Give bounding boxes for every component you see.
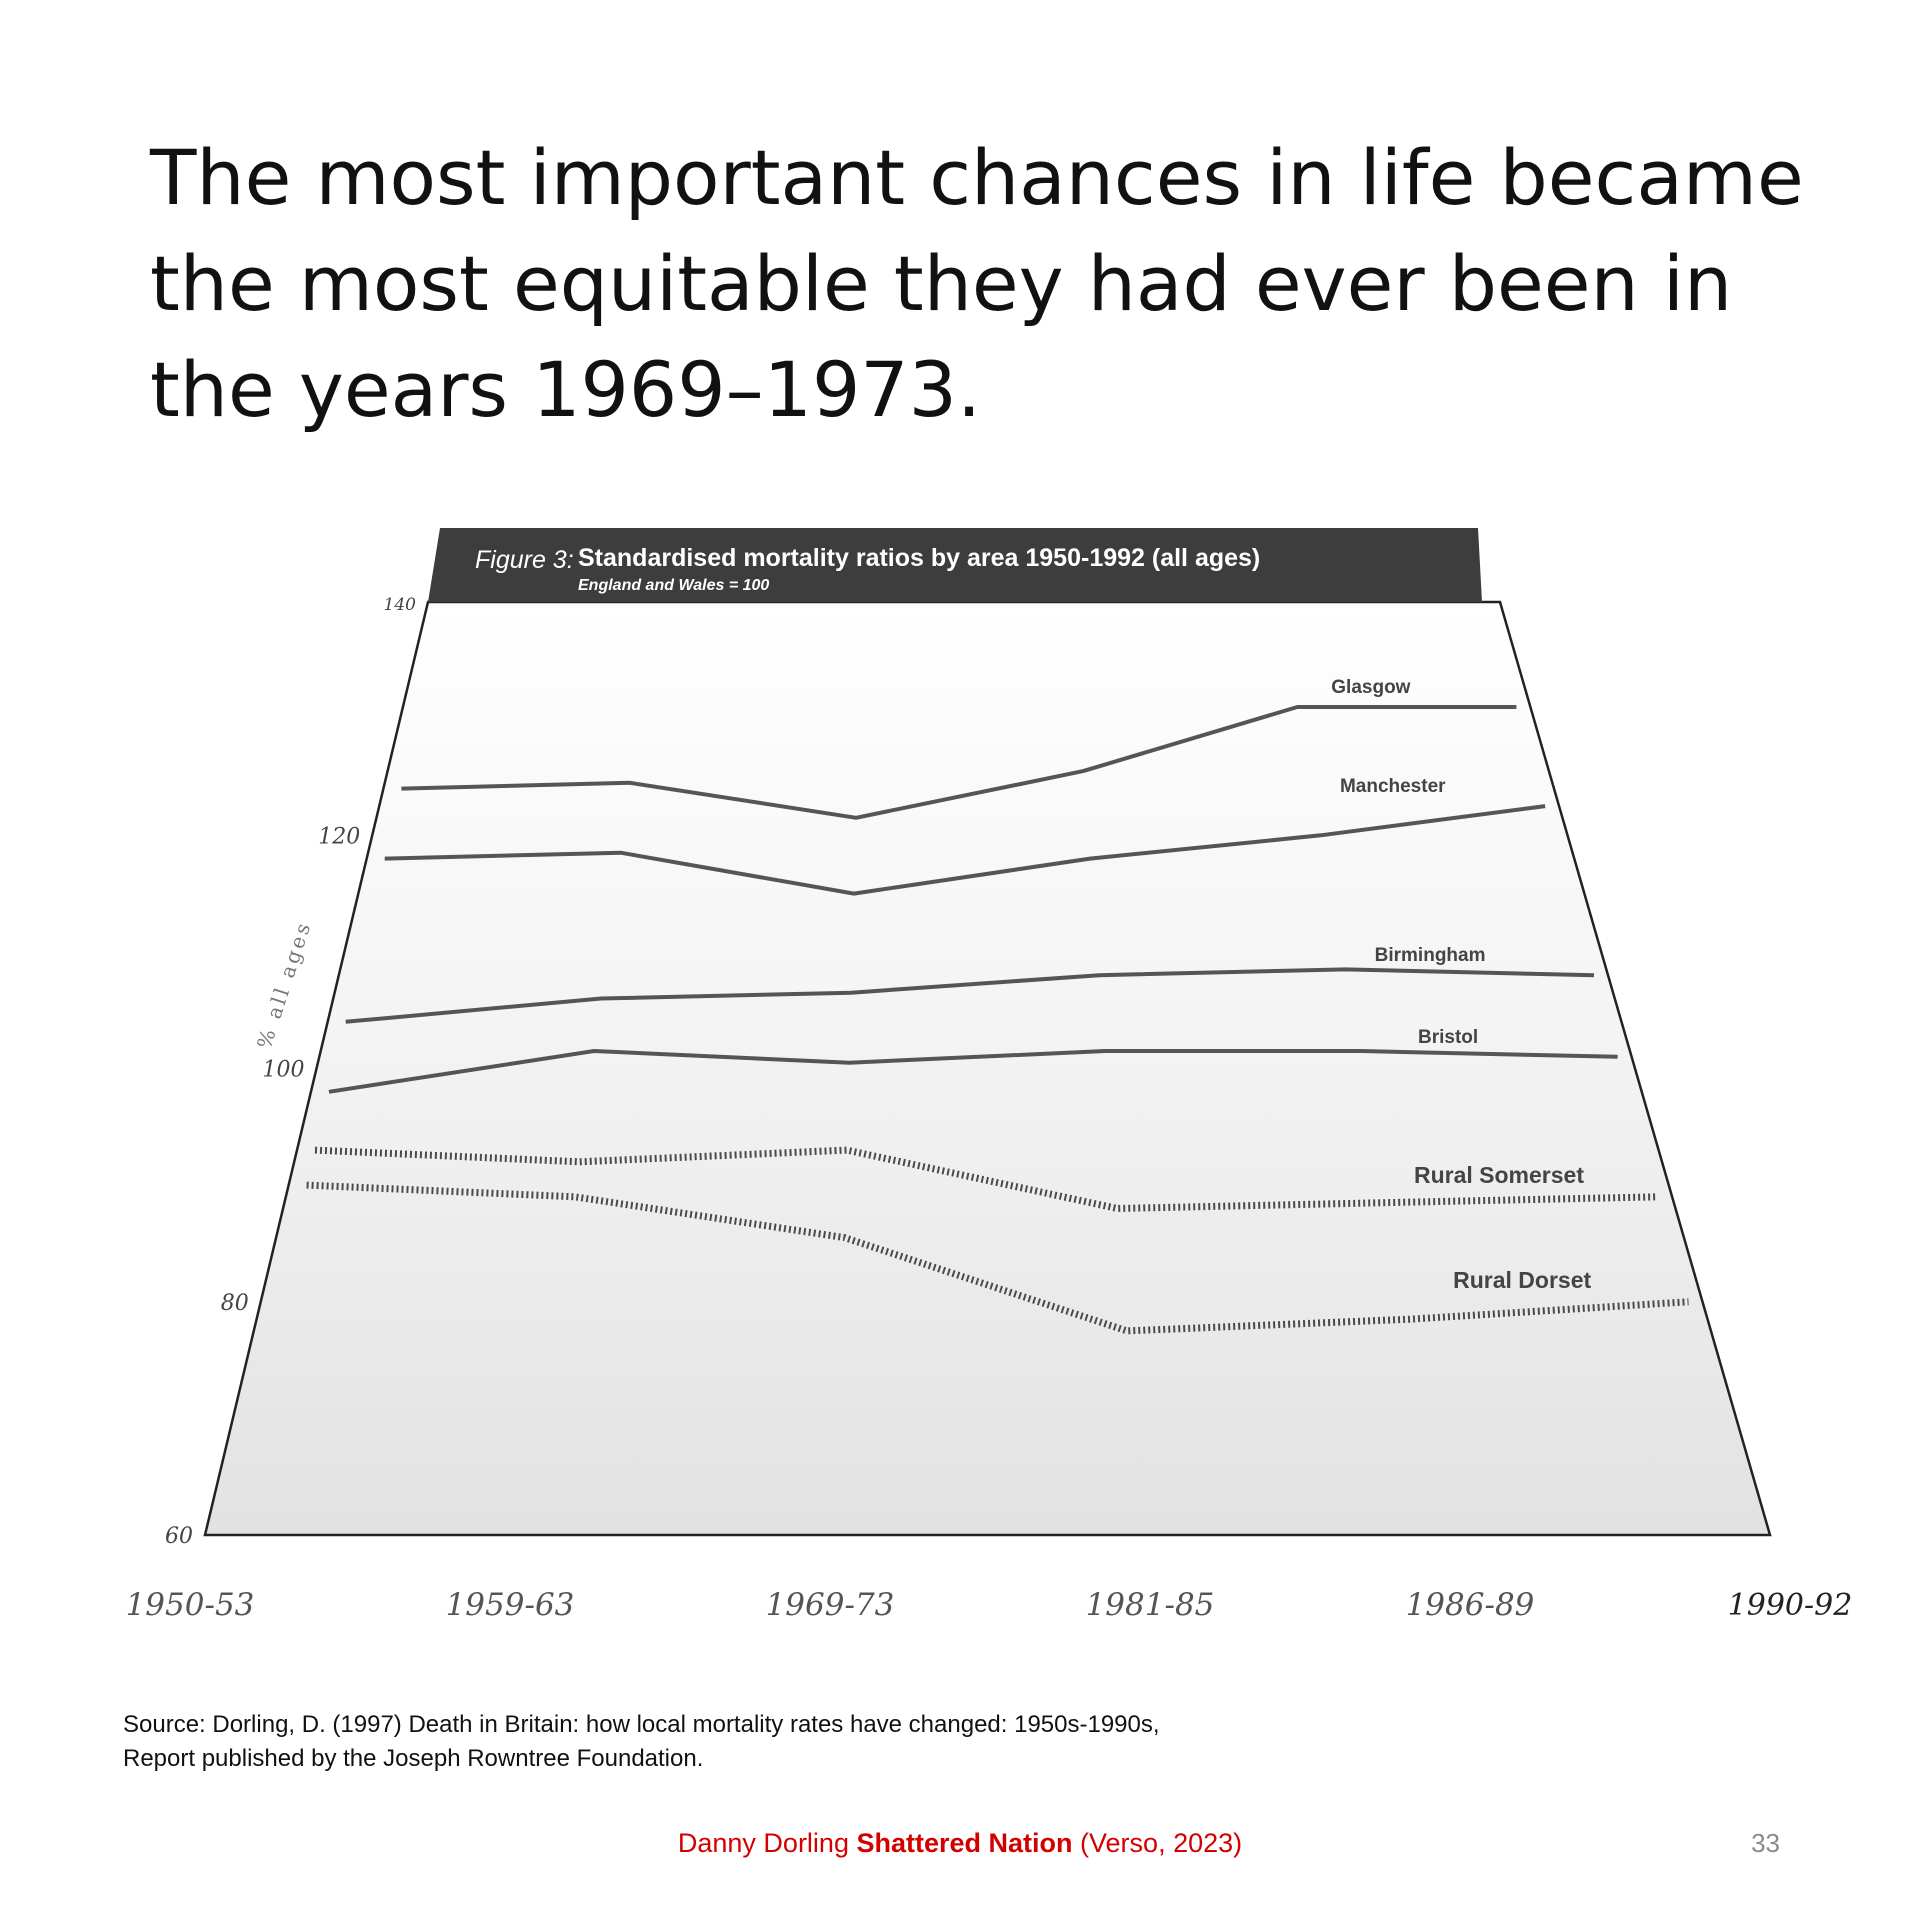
chart-title-prefix: Figure 3: xyxy=(475,546,574,574)
chart-title: Standardised mortality ratios by area 19… xyxy=(578,544,1260,572)
y-tick-label: 120 xyxy=(318,824,360,849)
book-credit: Danny Dorling Shattered Nation (Verso, 2… xyxy=(0,1828,1920,1859)
chart-subtitle: England and Wales = 100 xyxy=(578,577,769,594)
plot-frame xyxy=(203,600,1772,1537)
x-tick-label: 1969-73 xyxy=(766,1587,895,1623)
series-line-birmingham xyxy=(345,967,1595,1024)
slide-title: The most important chances in life becam… xyxy=(150,133,1804,434)
series-line-glasgow xyxy=(401,705,1517,820)
series-label: Birmingham xyxy=(1375,945,1486,966)
plot-area: Figure 3: Standardised mortality ratios b… xyxy=(126,528,1853,1623)
series-line-manchester xyxy=(384,804,1546,896)
x-tick-label: 1981-85 xyxy=(1086,1587,1215,1623)
series-label: Glasgow xyxy=(1331,677,1410,698)
credit-publisher: (Verso, 2023) xyxy=(1080,1828,1243,1858)
y-tick-label: 100 xyxy=(263,1058,305,1083)
series-label: Rural Somerset xyxy=(1414,1162,1584,1188)
chart-header-band xyxy=(428,528,1482,602)
source-citation: Source: Dorling, D. (1997) Death in Brit… xyxy=(123,1711,1160,1772)
y-axis-label: % all ages xyxy=(252,917,316,1051)
x-tick-label: 1959-63 xyxy=(446,1587,575,1623)
series-label: Rural Dorset xyxy=(1453,1267,1591,1293)
series-label: Bristol xyxy=(1418,1027,1478,1048)
y-tick-label: 60 xyxy=(165,1524,193,1549)
page-number: 33 xyxy=(1751,1828,1780,1858)
y-tick-label: 80 xyxy=(221,1291,249,1316)
x-tick-label: 1990-92 xyxy=(1728,1588,1853,1623)
y-tick-label: 140 xyxy=(384,595,417,615)
x-tick-label: 1986-89 xyxy=(1406,1587,1535,1623)
credit-book-title: Shattered Nation xyxy=(856,1828,1073,1858)
x-tick-label: 1950-53 xyxy=(126,1587,255,1623)
series-line-bristol xyxy=(328,1049,1618,1094)
series-line-rural-somerset xyxy=(314,1146,1659,1212)
credit-author: Danny Dorling xyxy=(677,1828,849,1858)
series-label: Manchester xyxy=(1340,776,1446,797)
